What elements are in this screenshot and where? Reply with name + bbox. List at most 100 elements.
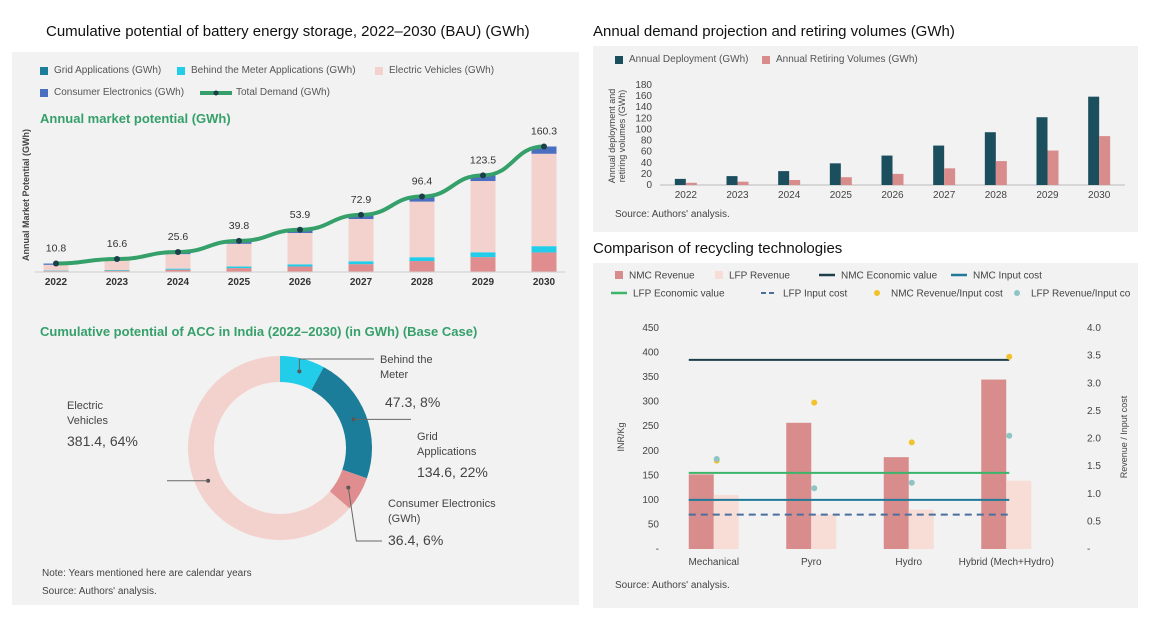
bar-segment-2-2027 [348, 219, 374, 262]
total-demand-point [358, 211, 364, 218]
donut-leader-line [298, 358, 374, 372]
x-tick-label: 2023 [106, 277, 129, 288]
legend-label: LFP Revenue [729, 271, 790, 282]
bar-1-2028 [995, 161, 1007, 185]
bar-segment-0-2030 [531, 252, 557, 272]
data-label: 16.6 [107, 238, 128, 250]
donut-value-label: 381.4, 64% [67, 433, 138, 449]
x-tick-label: 2026 [881, 190, 904, 201]
donut-chart: Behind the Meter 47.3, 8% Grid Applications 1… [67, 354, 496, 548]
x-tick-label: Hybrid (Mech+Hydro) [959, 557, 1054, 568]
y2-tick-label: - [1087, 544, 1090, 555]
bar-1-Hybrid (Mech+Hydro) [1006, 480, 1032, 549]
x-tick-label: 2028 [985, 190, 1008, 201]
legend-swatch-retire [762, 56, 770, 64]
y2-tick-label: 4.0 [1087, 323, 1101, 334]
bar-segment-2-2025 [226, 243, 252, 267]
bar-segment-1-2024 [165, 268, 191, 270]
y-tick-label: 120 [635, 113, 652, 124]
bar-segment-2-2030 [531, 153, 557, 247]
bar-segment-2-2022 [43, 264, 69, 271]
right-top-source: Source: Authors' analysis. [615, 209, 730, 220]
y2-tick-label: 3.0 [1087, 378, 1101, 389]
x-tick-label: 2030 [533, 277, 556, 288]
y2-tick-label: 1.0 [1087, 489, 1101, 500]
y-tick-label: 40 [641, 158, 653, 169]
data-label: 160.3 [531, 126, 557, 138]
bar-0-2022 [674, 178, 686, 185]
x-tick-label: 2026 [289, 277, 312, 288]
donut-title: Cumulative potential of ACC in India (20… [40, 324, 478, 339]
bar-segment-2-2024 [165, 254, 191, 269]
y-tick-label: 60 [641, 147, 653, 158]
legend-label: LFP Revenue/Input cost [1031, 289, 1130, 300]
legend-swatch-ce [40, 89, 48, 97]
y-tick-label: 0 [646, 180, 652, 191]
ratio-point [1006, 353, 1013, 360]
right-bottom-source: Source: Authors' analysis. [615, 580, 730, 591]
bar-segment-1-2028 [409, 257, 435, 262]
data-label: 96.4 [412, 176, 433, 188]
x-tick-label: 2027 [933, 190, 956, 201]
bar-segment-1-2030 [531, 246, 557, 253]
bar-0-2030 [1088, 96, 1100, 185]
legend-swatch-ev [375, 67, 383, 75]
y2-tick-label: 1.5 [1087, 461, 1101, 472]
x-tick-label: 2022 [675, 190, 698, 201]
bar-segment-3-2030 [531, 146, 557, 154]
right-top-title: Annual demand projection and retiring vo… [593, 23, 955, 40]
y-tick-label: 50 [648, 519, 660, 530]
bar-0-Hydro [883, 457, 909, 549]
legend-label: NMC Revenue [629, 271, 695, 282]
bar-0-Mechanical [688, 474, 714, 549]
y-tick-label: 160 [635, 91, 652, 102]
data-label: 123.5 [470, 154, 496, 166]
legend-dot [874, 290, 880, 296]
x-tick-label: Hydro [895, 557, 922, 568]
bar-1-2029 [1047, 150, 1059, 185]
bar-segment-1-2029 [470, 252, 496, 258]
x-tick-label: 2024 [167, 277, 190, 288]
recycling-legend: NMC Revenue LFP Revenue NMC Economic value… [611, 271, 1130, 300]
legend-label-retire: Annual Retiring Volumes (GWh) [776, 54, 918, 65]
legend-line-total [200, 90, 232, 96]
legend-label: NMC Economic value [841, 271, 938, 282]
y2-tick-label: 2.5 [1087, 406, 1101, 417]
legend-swatch [715, 271, 723, 279]
legend-swatch-btm [177, 67, 185, 75]
recycling-chart: - 50 100 150 200 250 300 350 400 450 - 0.5 1.0 1.5 2.0… [642, 323, 1101, 568]
legend-label-ev: Electric Vehicles (GWh) [389, 65, 495, 76]
x-tick-label: 2030 [1088, 190, 1111, 201]
legend-swatch-grid [40, 67, 48, 75]
bar-0-Pyro [786, 422, 812, 549]
total-demand-point [175, 248, 181, 255]
x-tick-label: 2029 [1036, 190, 1059, 201]
bar-0-2028 [984, 132, 996, 185]
y-tick-label: 100 [642, 495, 659, 506]
donut-slice-0 [280, 356, 324, 390]
donut-value-label: 36.4, 6% [388, 532, 443, 548]
donut-slice-3 [188, 356, 350, 540]
total-demand-point [53, 260, 59, 267]
y2-tick-label: 2.0 [1087, 434, 1101, 445]
bar-1-2026 [892, 173, 904, 185]
right-bottom-title: Comparison of recycling technologies [593, 240, 843, 257]
y-tick-label: 250 [642, 421, 659, 432]
ratio-point [1006, 432, 1013, 439]
total-demand-point [419, 193, 425, 200]
bar-segment-0-2023 [104, 270, 130, 272]
left-source: Source: Authors' analysis. [42, 586, 157, 597]
x-tick-label: 2027 [350, 277, 373, 288]
stacked-bar-chart: 2022 2023 2024 2025 2026 2027 2028 2029 2030 10.8… [35, 126, 565, 288]
data-label: 25.6 [168, 231, 189, 243]
bar-0-2024 [778, 171, 790, 185]
donut-category-label: Electric [67, 400, 104, 412]
donut-value-label: 134.6, 22% [417, 464, 488, 480]
ratio-point [713, 455, 720, 462]
y-tick-label: 300 [642, 397, 659, 408]
bar-segment-2-2029 [470, 181, 496, 253]
ratio-point [908, 439, 915, 446]
donut-category-label: Grid [417, 431, 438, 443]
bar-0-2026 [881, 155, 893, 185]
